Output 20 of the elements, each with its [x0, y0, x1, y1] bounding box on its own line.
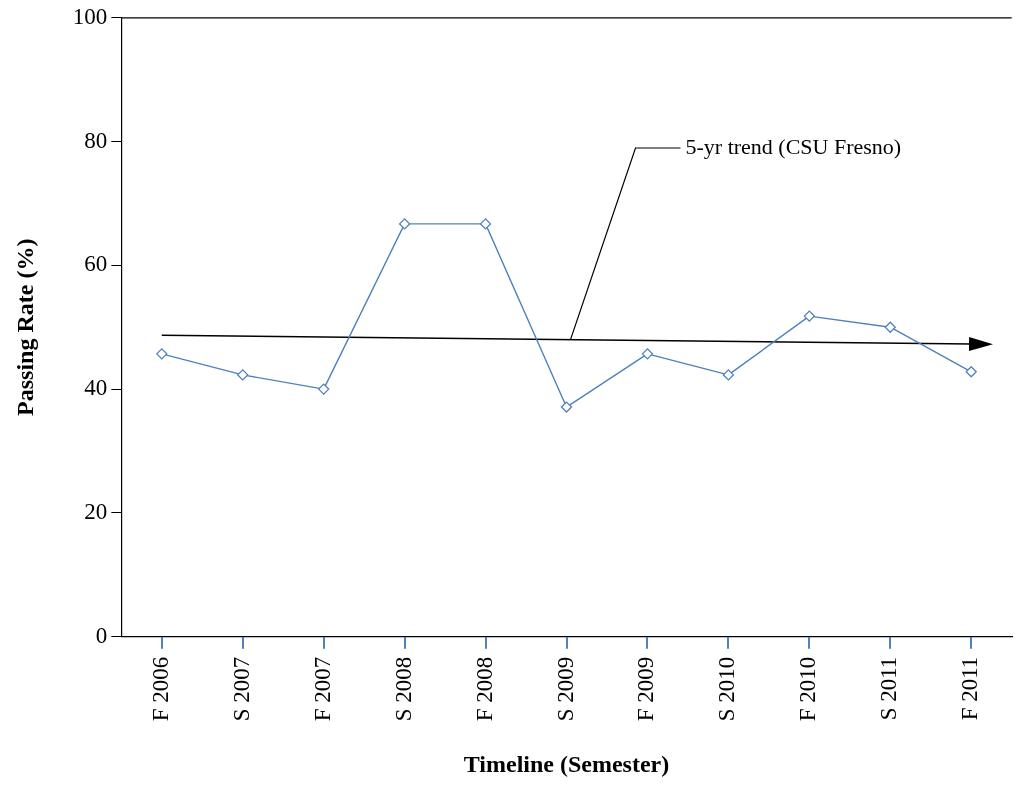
- y-tick-label: 20: [84, 498, 108, 524]
- y-tick-label: 100: [72, 3, 108, 29]
- x-tick-label: S 2008: [390, 656, 416, 722]
- x-tick-label: F 2011: [957, 656, 983, 721]
- x-tick-label: S 2009: [552, 656, 578, 722]
- x-tick-label: S 2007: [228, 656, 254, 722]
- x-tick-label: F 2008: [471, 656, 497, 722]
- x-tick-label: F 2007: [309, 656, 335, 722]
- y-tick-label: 0: [95, 622, 108, 648]
- y-tick-label: 40: [84, 375, 108, 401]
- x-tick-label: S 2011: [876, 656, 902, 721]
- annotation: 5-yr trend (CSU Fresno): [685, 133, 902, 159]
- y-tick-label: 60: [84, 251, 108, 277]
- x-tick-label: F 2006: [147, 656, 173, 722]
- x-tick-label: F 2010: [795, 656, 821, 722]
- x-tick-label: S 2010: [714, 656, 740, 722]
- y-tick-label: 80: [84, 127, 108, 153]
- y-axis-title: Passing Rate (%): [11, 238, 38, 416]
- x-axis-title: Timeline (Semester): [463, 750, 670, 777]
- x-tick-label: F 2009: [633, 656, 659, 722]
